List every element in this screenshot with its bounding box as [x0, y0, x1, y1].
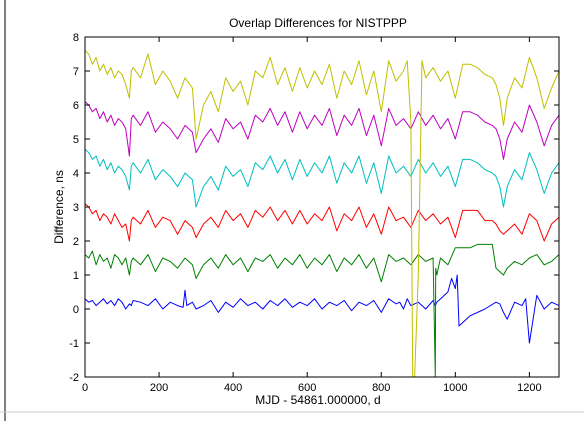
y-tick-label: 8 [73, 32, 79, 44]
y-tick-label: 5 [73, 134, 79, 146]
x-tick-label: 600 [298, 382, 316, 394]
x-tick-label: 200 [150, 382, 168, 394]
series-line-5 [84, 101, 560, 160]
y-tick-label: 3 [73, 202, 79, 214]
series-line-3 [84, 203, 560, 242]
tick-layer: 0 200 400 600 800 1000 1200 -2 -1 0 1 2 3 4 5 6 7 8 [69, 32, 559, 394]
series-line-2 [84, 243, 560, 378]
y-tick-label: 2 [73, 236, 79, 248]
series-line-6 [84, 50, 560, 378]
y-tick-label: -2 [69, 372, 79, 384]
y-tick-label: 1 [73, 270, 79, 282]
y-tick-label: 6 [73, 100, 79, 112]
y-tick-label: 0 [73, 304, 79, 316]
x-tick-label: 800 [372, 382, 390, 394]
x-tick-label: 1200 [517, 382, 541, 394]
x-tick-label: 0 [82, 382, 88, 394]
series-line-1 [84, 274, 560, 344]
y-tick-label: 7 [73, 66, 79, 78]
x-tick-label: 400 [224, 382, 242, 394]
series-layer [84, 50, 560, 378]
series-line-4 [84, 148, 560, 208]
y-tick-label: 4 [73, 168, 79, 180]
x-tick-label: 1000 [443, 382, 467, 394]
x-axis-label: MJD - 54861.000000, d [255, 393, 380, 407]
y-tick-label: -1 [69, 338, 79, 350]
y-axis-label: Difference, ns [52, 170, 66, 244]
chart-title: Overlap Differences for NISTPPP [229, 16, 407, 30]
